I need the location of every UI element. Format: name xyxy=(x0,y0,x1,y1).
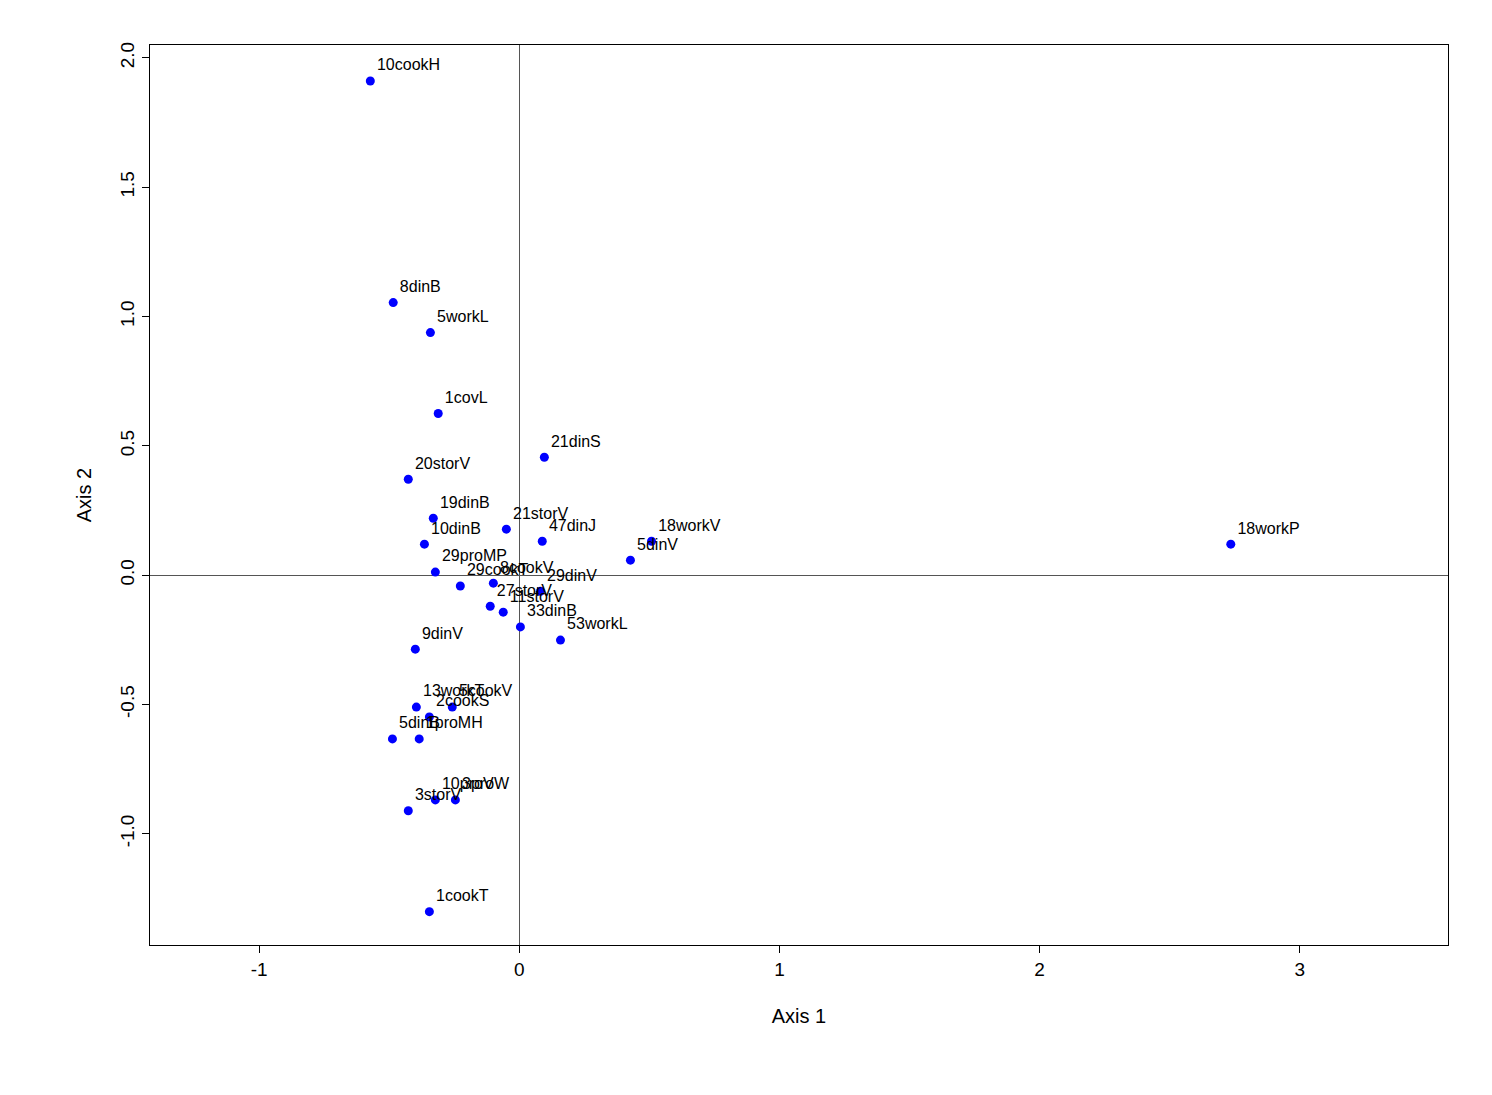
svg-text:1cookT: 1cookT xyxy=(436,887,489,904)
svg-text:5dinB: 5dinB xyxy=(399,714,440,731)
svg-text:5workL: 5workL xyxy=(437,308,489,325)
svg-text:29cookT: 29cookT xyxy=(467,561,529,578)
svg-text:3storV: 3storV xyxy=(415,786,462,803)
svg-text:0: 0 xyxy=(514,959,525,980)
svg-text:8dinB: 8dinB xyxy=(400,278,441,295)
svg-text:29dinV: 29dinV xyxy=(547,567,597,584)
svg-text:29proMP: 29proMP xyxy=(442,547,507,564)
svg-text:20storV: 20storV xyxy=(415,455,470,472)
svg-text:5dinV: 5dinV xyxy=(637,536,678,553)
svg-text:Axis 2: Axis 2 xyxy=(73,468,95,522)
svg-text:5cookV: 5cookV xyxy=(459,682,513,699)
svg-text:0.0: 0.0 xyxy=(117,559,138,585)
svg-text:10dinB: 10dinB xyxy=(431,520,481,537)
svg-text:21storV: 21storV xyxy=(513,505,568,522)
svg-text:1.0: 1.0 xyxy=(117,300,138,326)
svg-text:18workV: 18workV xyxy=(658,517,721,534)
svg-text:19dinB: 19dinB xyxy=(440,494,490,511)
svg-text:21dinS: 21dinS xyxy=(551,433,601,450)
svg-text:10proV: 10proV xyxy=(442,775,494,792)
svg-text:3proW: 3proW xyxy=(462,775,510,792)
svg-text:33dinB: 33dinB xyxy=(527,602,577,619)
svg-text:1: 1 xyxy=(774,959,785,980)
svg-text:-1: -1 xyxy=(251,959,268,980)
svg-text:1.5: 1.5 xyxy=(117,171,138,197)
svg-text:9dinV: 9dinV xyxy=(422,625,463,642)
svg-text:10cookH: 10cookH xyxy=(377,56,440,73)
svg-text:27storV: 27storV xyxy=(497,582,552,599)
svg-text:2cookS: 2cookS xyxy=(436,692,489,709)
svg-text:47dinJ: 47dinJ xyxy=(549,517,596,534)
svg-text:-0.5: -0.5 xyxy=(117,685,138,718)
svg-text:1covL: 1covL xyxy=(445,389,488,406)
svg-text:0.5: 0.5 xyxy=(117,430,138,456)
svg-text:Axis 1: Axis 1 xyxy=(772,1005,826,1027)
svg-text:2.0: 2.0 xyxy=(117,42,138,68)
svg-text:13workT: 13workT xyxy=(423,682,485,699)
svg-text:53workL: 53workL xyxy=(567,615,628,632)
svg-text:3: 3 xyxy=(1294,959,1305,980)
svg-text:2: 2 xyxy=(1034,959,1045,980)
svg-text:-1.0: -1.0 xyxy=(117,815,138,848)
svg-text:18workP: 18workP xyxy=(1237,520,1299,537)
svg-text:11storV: 11storV xyxy=(510,588,564,605)
svg-text:8cookV: 8cookV xyxy=(500,559,554,576)
svg-text:1proMH: 1proMH xyxy=(426,714,483,731)
